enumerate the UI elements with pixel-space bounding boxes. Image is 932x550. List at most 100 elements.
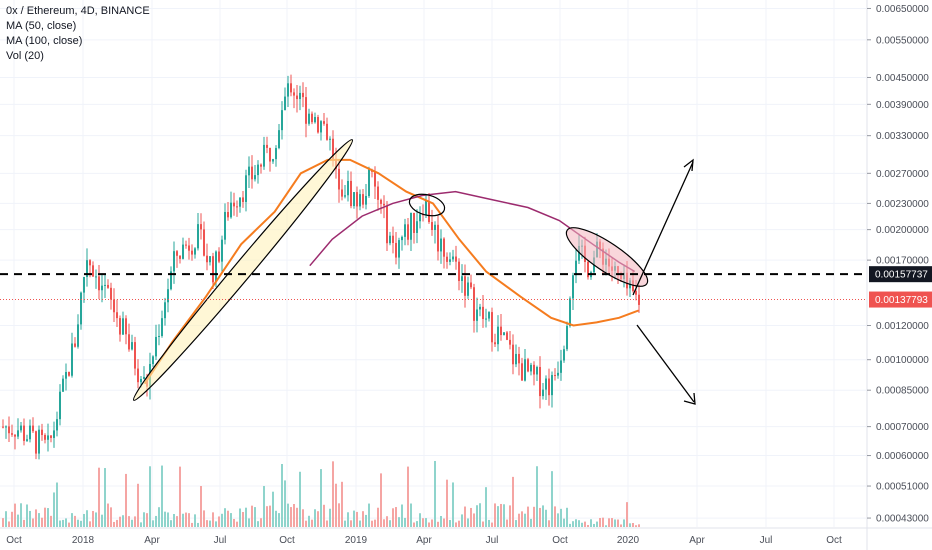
volume-bar — [491, 522, 493, 527]
candle-body — [290, 83, 292, 93]
volume-legend[interactable]: Vol (20) — [6, 50, 44, 62]
candle-body — [380, 199, 382, 204]
volume-bar — [56, 482, 58, 527]
candle-body — [572, 275, 574, 299]
x-tick-label: Oct — [552, 535, 568, 546]
x-tick-label: Apr — [144, 535, 160, 546]
volume-bar — [8, 521, 10, 527]
y-tick-label: 0.00450000 — [876, 73, 929, 84]
volume-bar — [5, 511, 7, 527]
volume-bar — [113, 521, 115, 527]
volume-bar — [302, 509, 304, 527]
volume-bar — [422, 518, 424, 527]
candle-body — [224, 211, 226, 240]
candle-body — [155, 336, 157, 357]
x-tick-label: 2020 — [617, 535, 640, 546]
candle-body — [533, 364, 535, 375]
candle-body — [353, 192, 355, 207]
candle-body — [2, 426, 4, 428]
volume-bar — [206, 520, 208, 527]
volume-bar — [395, 507, 397, 527]
volume-bar — [266, 506, 268, 527]
candle-body — [365, 195, 367, 205]
candle-body — [473, 287, 475, 321]
last-price-tag-label: 0.00137793 — [875, 295, 928, 306]
volume-bar — [101, 514, 103, 527]
candle-body — [476, 309, 478, 321]
ma50-line — [143, 158, 639, 385]
candle-body — [101, 285, 103, 291]
ma-cross-ellipse — [408, 193, 446, 217]
volume-bar — [131, 519, 133, 527]
volume-bar — [35, 509, 37, 527]
candle-body — [170, 271, 172, 290]
y-tick-label: 0.00060000 — [876, 451, 929, 462]
volume-bar — [104, 468, 106, 527]
candle-body — [434, 224, 436, 230]
volume-bar — [311, 519, 313, 527]
candle-body — [221, 239, 223, 262]
candle-body — [497, 326, 499, 345]
candle-body — [272, 159, 274, 162]
symbol-title[interactable]: 0x / Ethereum, 4D, BINANCE — [6, 5, 150, 17]
candle-body — [287, 83, 289, 97]
volume-bar — [194, 514, 196, 527]
candle-body — [530, 364, 532, 372]
volume-bar — [524, 513, 526, 527]
volume-bar — [23, 519, 25, 527]
volume-bar — [2, 518, 4, 527]
volume-bar — [515, 520, 517, 527]
candle-body — [503, 332, 505, 336]
drawings[interactable] — [127, 134, 696, 406]
candle-body — [254, 175, 256, 180]
candle-body — [635, 291, 637, 295]
volume-bar — [419, 513, 421, 527]
candle-body — [14, 434, 16, 437]
candle-body — [386, 205, 388, 244]
candle-body — [350, 180, 352, 207]
candle-body — [29, 425, 31, 440]
candle-body — [62, 378, 64, 392]
volume-bar — [401, 504, 403, 527]
candle-body — [332, 138, 334, 159]
volume-bar — [125, 473, 127, 527]
candle-body — [11, 433, 13, 435]
candle-body — [158, 335, 160, 337]
volume-bar — [518, 513, 520, 527]
candle-body — [413, 212, 415, 233]
volume-bar — [617, 519, 619, 527]
y-tick-label: 0.00170000 — [876, 256, 929, 267]
candle-body — [53, 430, 55, 438]
ma50-legend[interactable]: MA (50, close) — [6, 20, 77, 32]
candle-body — [560, 360, 562, 373]
volume-bar — [155, 515, 157, 527]
candle-body — [137, 368, 139, 383]
candle-body — [575, 260, 577, 276]
volume-bar — [587, 524, 589, 527]
candle-body — [485, 318, 487, 320]
candle-body — [416, 221, 418, 233]
candle-body — [233, 202, 235, 207]
volume-bar — [371, 520, 373, 527]
ma100-legend[interactable]: MA (100, close) — [6, 35, 83, 47]
volume-bar — [437, 521, 439, 527]
candle-body — [275, 148, 277, 160]
volume-bar — [38, 513, 40, 527]
volume-bar — [221, 513, 223, 527]
candle-body — [122, 318, 124, 335]
volume-bar — [11, 511, 13, 527]
candle-body — [551, 375, 553, 396]
volume-bar — [230, 513, 232, 527]
volume-bar — [569, 523, 571, 527]
volume-bar — [521, 511, 523, 527]
volume-bar — [458, 520, 460, 527]
candle-body — [188, 245, 190, 251]
volume-bar — [263, 485, 265, 527]
candle-body — [284, 96, 286, 111]
volume-bar — [242, 512, 244, 527]
down-arrow-head — [683, 392, 696, 405]
y-tick-label: 0.00550000 — [876, 35, 929, 46]
candle-body — [395, 242, 397, 258]
volume-bar — [527, 506, 529, 527]
